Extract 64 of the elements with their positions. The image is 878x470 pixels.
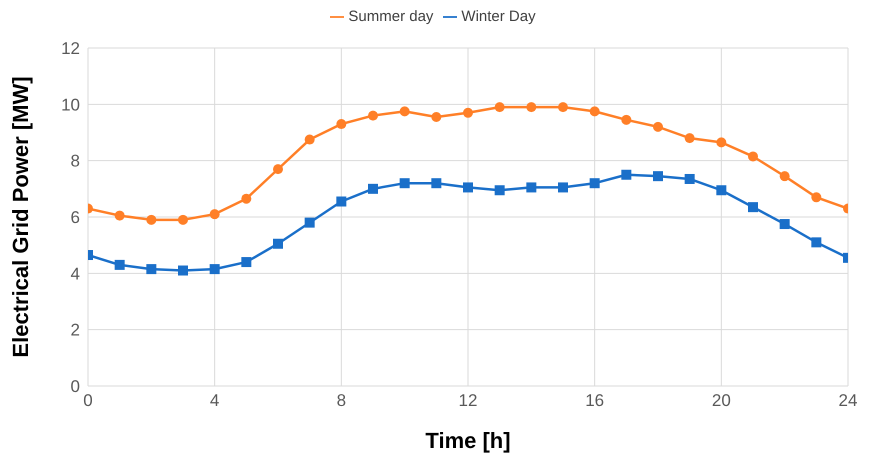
y-tick-label: 12 — [61, 39, 80, 58]
point — [146, 264, 156, 274]
point — [748, 151, 758, 162]
x-tick-label: 8 — [336, 391, 346, 410]
point — [146, 214, 156, 225]
point — [273, 164, 283, 174]
point — [273, 238, 283, 249]
y-tick-label: 10 — [61, 95, 80, 114]
point — [114, 210, 125, 221]
point — [463, 182, 473, 192]
point — [558, 182, 568, 192]
legend-label: Summer day — [348, 8, 434, 25]
point — [494, 185, 505, 196]
point — [431, 178, 442, 188]
y-tick-label: 6 — [70, 208, 80, 228]
x-tick-label: 16 — [585, 391, 604, 410]
point — [431, 112, 442, 122]
point — [241, 257, 252, 268]
point — [114, 260, 125, 270]
x-tick-label: 20 — [712, 391, 731, 410]
point — [653, 122, 663, 132]
point — [400, 106, 410, 116]
y-tick-label: 2 — [70, 320, 80, 340]
point — [368, 184, 378, 194]
x-tick-label: 4 — [210, 391, 220, 410]
legend-label: Winter Day — [461, 8, 536, 25]
y-tick-label: 8 — [70, 152, 80, 171]
point — [210, 209, 220, 220]
point — [241, 194, 252, 204]
point — [463, 108, 473, 118]
point — [621, 114, 632, 125]
x-tick-label: 12 — [458, 391, 478, 410]
point — [716, 137, 726, 148]
point — [590, 106, 600, 116]
point — [558, 102, 568, 112]
point — [336, 119, 346, 130]
point — [210, 264, 220, 274]
point — [684, 133, 695, 144]
x-tick-label: 0 — [83, 391, 93, 410]
point — [494, 102, 505, 112]
point — [621, 170, 632, 180]
point — [811, 237, 822, 248]
point — [716, 185, 726, 196]
point — [526, 182, 536, 192]
point — [178, 266, 188, 276]
point — [178, 214, 188, 225]
point — [811, 192, 822, 202]
point — [304, 218, 315, 228]
x-tick-label: 24 — [838, 391, 858, 410]
point — [304, 134, 315, 145]
point — [590, 178, 600, 188]
point — [684, 174, 695, 184]
point — [780, 219, 790, 230]
point — [336, 196, 346, 207]
point — [526, 102, 536, 112]
point — [780, 171, 790, 182]
x-axis-title: Time [h] — [425, 428, 511, 453]
y-axis-title: Electrical Grid Power [MW] — [8, 76, 33, 358]
point — [748, 202, 758, 212]
y-tick-label: 4 — [70, 264, 80, 284]
point — [400, 178, 410, 188]
point — [368, 110, 378, 121]
point — [653, 171, 663, 182]
y-tick-label: 0 — [70, 377, 80, 396]
